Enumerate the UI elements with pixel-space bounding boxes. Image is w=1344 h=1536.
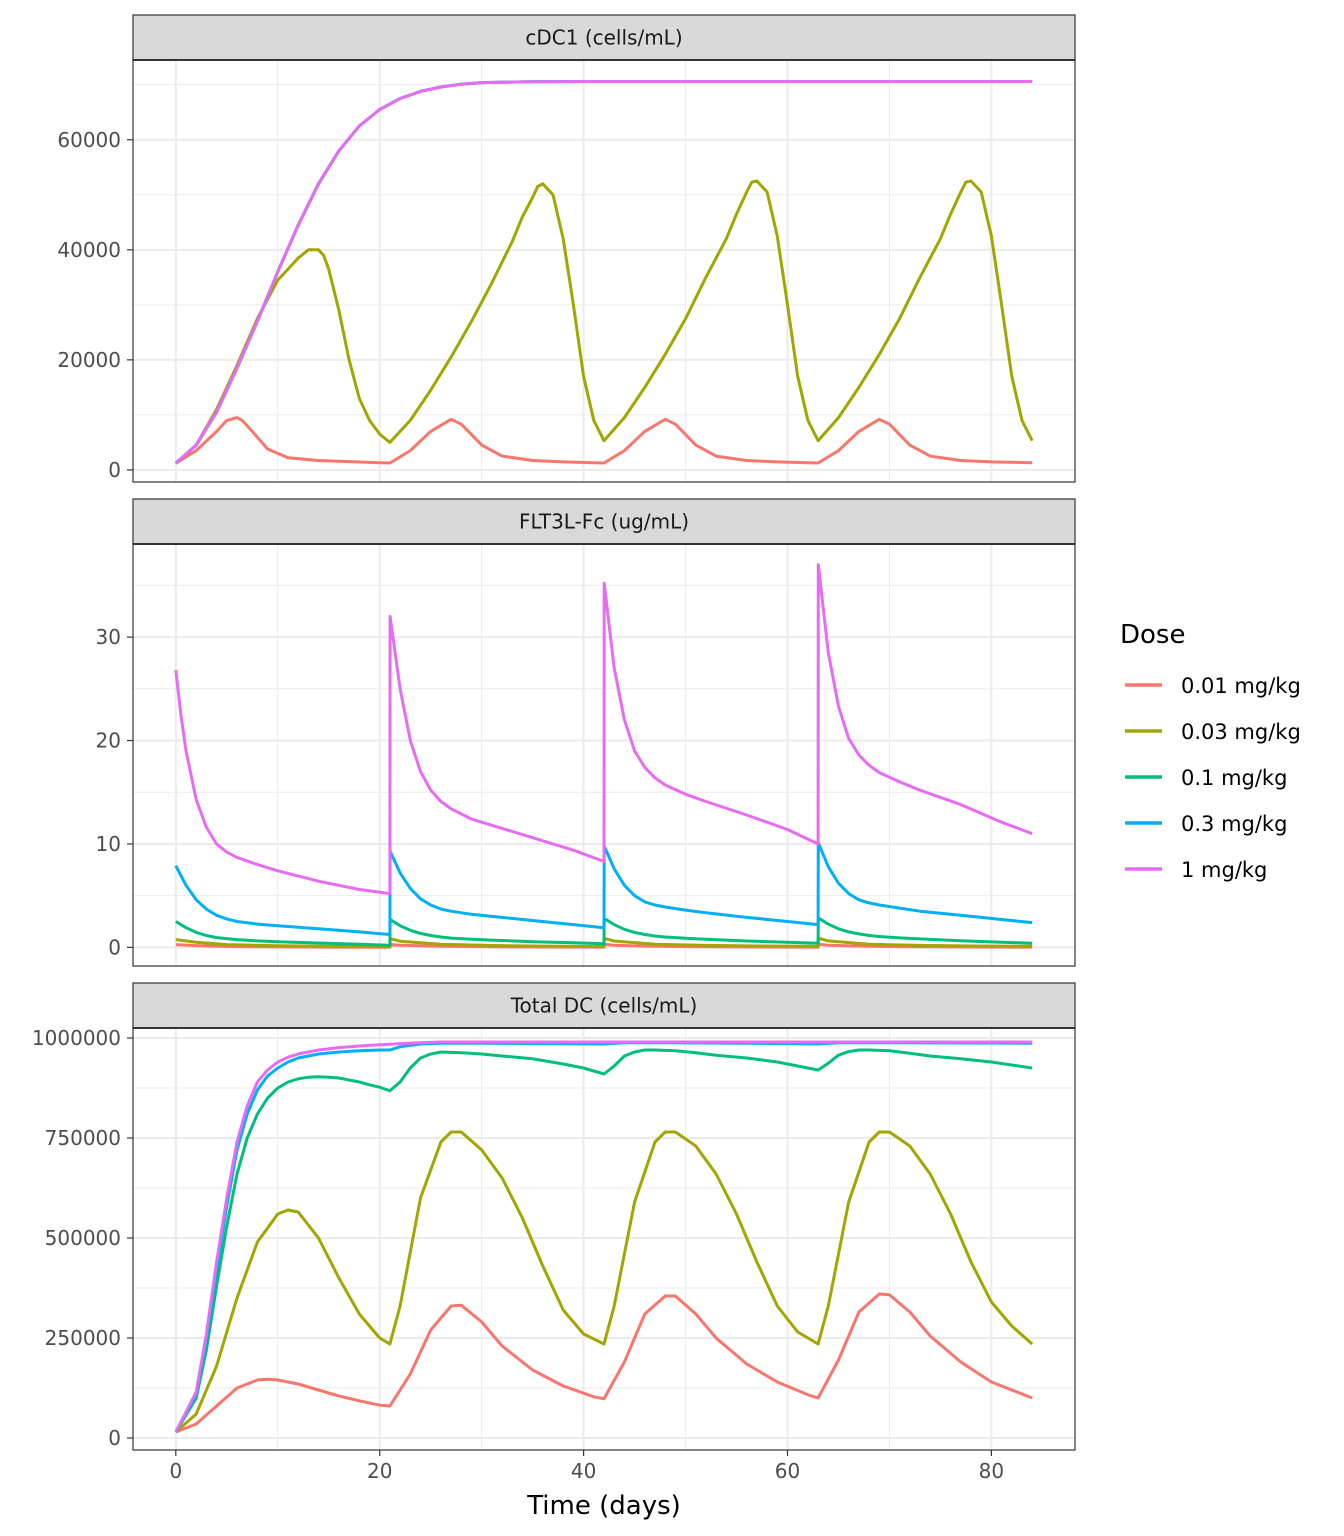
series-line-0-01-mg-kg (175, 1292, 1033, 1434)
y-tick-label: 1000000 (32, 1026, 121, 1050)
legend-label: 0.03 mg/kg (1181, 720, 1301, 744)
legend-item-0-3-mg-kg[interactable]: 0.3 mg/kg (1125, 812, 1287, 836)
y-tick-label: 20000 (57, 348, 121, 372)
legend-label: 0.3 mg/kg (1181, 812, 1287, 836)
legend-label: 0.1 mg/kg (1181, 766, 1287, 790)
legend-label: 0.01 mg/kg (1181, 674, 1301, 698)
y-tick-label: 60000 (57, 128, 121, 152)
x-tick-label: 0 (169, 1459, 182, 1483)
y-tick-label: 500000 (45, 1226, 121, 1250)
series-line-0-1-mg-kg (175, 916, 1033, 947)
strip-background (132, 498, 1076, 545)
y-tick-label: 30 (96, 625, 121, 649)
facet-panels: cDC1 (cells/mL) 0 20000 40000 60000 FLT3L-Fc … (32, 14, 1076, 1451)
facet-panel-cdc1-cells-ml: cDC1 (cells/mL) 0 20000 40000 60000 (57, 14, 1076, 483)
series-line-1-mg-kg (174, 1040, 1033, 1433)
strip-label: FLT3L-Fc (ug/mL) (519, 510, 689, 534)
panel-background (133, 60, 1075, 482)
strip-label: Total DC (cells/mL) (510, 994, 698, 1018)
series-line-0-3-mg-kg (174, 841, 1033, 936)
series-line-1-mg-kg (174, 563, 1033, 896)
series-line-0-03-mg-kg (174, 179, 1034, 465)
legend[interactable]: Dose 0.01 mg/kg 0.03 mg/kg 0.1 mg/kg 0.3 mg… (1120, 620, 1301, 882)
x-axis: 0 20 40 60 80 (169, 1450, 1004, 1483)
legend-title: Dose (1120, 620, 1185, 650)
legend-item-0-01-mg-kg[interactable]: 0.01 mg/kg (1125, 674, 1301, 698)
legend-items: 0.01 mg/kg 0.03 mg/kg 0.1 mg/kg 0.3 mg/kg 1 … (1125, 674, 1301, 882)
series-line-1-mg-kg (174, 80, 1033, 465)
series-line-0-1-mg-kg (174, 1048, 1033, 1433)
legend-item-0-1-mg-kg[interactable]: 0.1 mg/kg (1125, 766, 1287, 790)
strip-label: cDC1 (cells/mL) (525, 26, 682, 50)
x-tick-label: 20 (367, 1459, 392, 1483)
legend-item-0-03-mg-kg[interactable]: 0.03 mg/kg (1125, 720, 1301, 744)
y-tick-label: 0 (108, 458, 121, 482)
x-axis-title: Time (days) (526, 1491, 681, 1521)
y-tick-label: 0 (108, 1426, 121, 1450)
legend-label: 1 mg/kg (1181, 858, 1267, 882)
legend-item-1-mg-kg[interactable]: 1 mg/kg (1125, 858, 1267, 882)
y-tick-label: 40000 (57, 238, 121, 262)
series-line-0-03-mg-kg (174, 1130, 1034, 1434)
y-tick-label: 250000 (45, 1326, 121, 1350)
x-tick-label: 60 (775, 1459, 800, 1483)
y-tick-label: 750000 (45, 1126, 121, 1150)
y-tick-label: 0 (108, 935, 121, 959)
facet-panel-flt3l-fc-ug-ml: FLT3L-Fc (ug/mL) 0 10 20 30 (96, 498, 1076, 967)
facet-panel-total-dc-cells-ml: Total DC (cells/mL) 0 250000 500000 750000 10… (32, 982, 1076, 1451)
series-line-0-03-mg-kg (175, 936, 1033, 949)
x-tick-label: 40 (571, 1459, 596, 1483)
y-tick-label: 20 (96, 729, 121, 753)
y-tick-label: 10 (96, 832, 121, 856)
x-tick-label: 80 (979, 1459, 1004, 1483)
series-line-0-01-mg-kg (175, 416, 1033, 465)
